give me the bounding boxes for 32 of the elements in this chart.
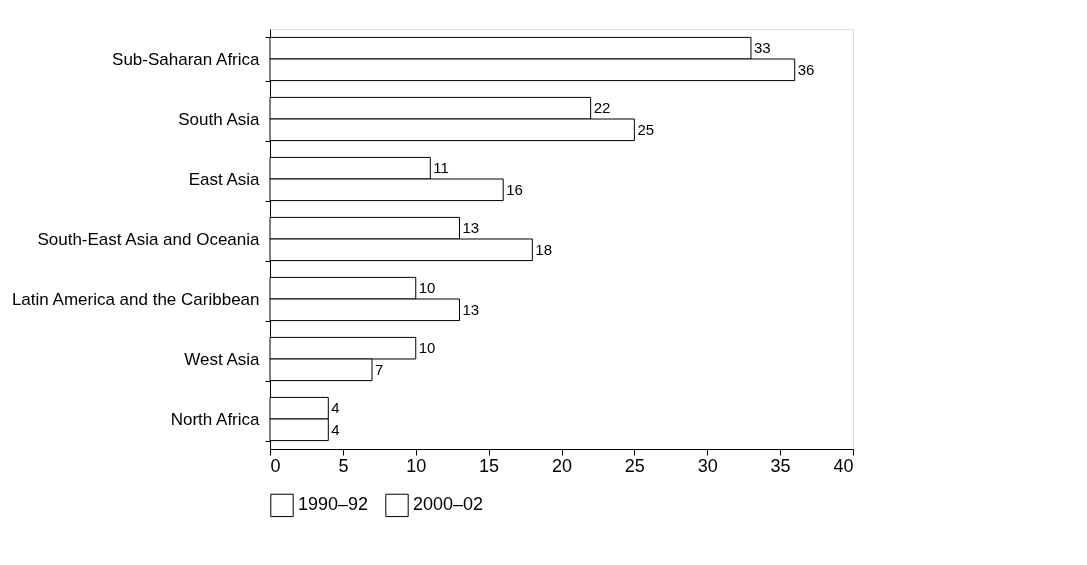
data-label: 7 xyxy=(375,360,384,378)
y-tick-label: East Asia xyxy=(188,169,261,189)
y-tick-label: South Asia xyxy=(178,109,261,129)
x-tick-label: 20 xyxy=(551,455,573,476)
data-label: 4 xyxy=(331,420,340,438)
data-label: 22 xyxy=(593,99,611,117)
data-label: 36 xyxy=(797,60,815,78)
y-tick-label: West Asia xyxy=(184,349,261,369)
x-tick-label: 5 xyxy=(338,455,349,476)
y-tick-label: Latin America and the Caribbean xyxy=(11,289,260,309)
data-label: 25 xyxy=(637,120,655,138)
data-label: 16 xyxy=(506,180,523,198)
legend-label: 2000–02 xyxy=(413,494,484,515)
y-tick-label: South-East Asia and Oceania xyxy=(37,229,261,249)
data-label: 13 xyxy=(462,300,480,318)
data-label: 33 xyxy=(753,39,771,57)
x-tick-label: 15 xyxy=(479,455,500,476)
legend-label: 1990–92 xyxy=(298,494,369,515)
x-tick-label: 30 xyxy=(697,455,718,476)
data-label: 4 xyxy=(331,399,340,417)
data-label: 10 xyxy=(418,339,436,357)
x-tick-label: 0 xyxy=(270,455,281,476)
y-tick-label: North Africa xyxy=(170,409,261,429)
x-tick-label: 35 xyxy=(770,455,791,476)
data-label: 10 xyxy=(418,279,436,297)
data-label: 11 xyxy=(433,159,449,177)
x-tick-label: 25 xyxy=(624,455,645,476)
data-label: 18 xyxy=(535,240,553,258)
data-label: 13 xyxy=(462,219,480,237)
x-tick-label: 40 xyxy=(833,455,854,476)
y-tick-label: Sub-Saharan Africa xyxy=(112,49,261,69)
x-tick-label: 10 xyxy=(406,455,427,476)
